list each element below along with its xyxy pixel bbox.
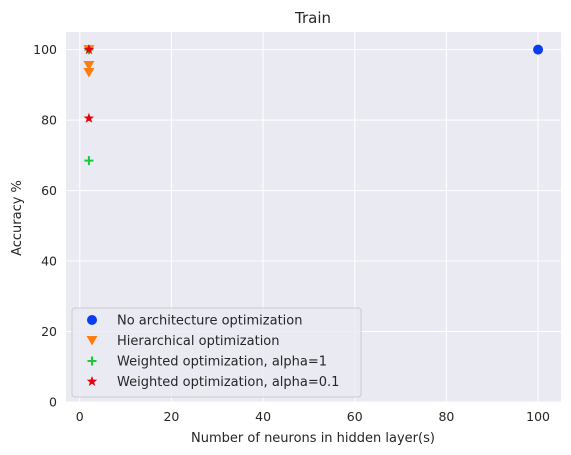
chart-title: Train: [294, 9, 331, 27]
legend-marker: [86, 376, 98, 386]
x-axis-label: Number of neurons in hidden layer(s): [191, 431, 435, 446]
legend-marker: [87, 356, 97, 366]
y-tick-label: 60: [41, 183, 57, 198]
legend-entry-label: Weighted optimization, alpha=1: [117, 355, 327, 370]
x-tick-label: 40: [255, 409, 271, 424]
legend-entry-label: Weighted optimization, alpha=0.1: [117, 375, 339, 390]
x-tick-label: 80: [438, 409, 454, 424]
x-tick-label: 100: [526, 409, 550, 424]
legend-box: [71, 307, 362, 398]
x-tick-label: 60: [347, 409, 363, 424]
legend-entry-label: No architecture optimization: [117, 314, 303, 329]
data-point: [84, 156, 94, 166]
y-tick-label: 80: [41, 113, 57, 128]
legend-marker: [87, 315, 97, 325]
tick-labels: 0 20 40 60 80 100 0 20 40 60 80 100: [33, 42, 550, 424]
data-point: [83, 68, 95, 78]
y-tick-label: 100: [33, 42, 57, 57]
legend: No architecture optimization Hierarchical…: [71, 307, 362, 398]
data-point: [83, 60, 95, 71]
data-point: [83, 112, 95, 123]
y-tick-label: 0: [49, 395, 57, 410]
data-point: [83, 44, 95, 55]
y-axis-label: Accuracy %: [10, 180, 25, 256]
legend-entry-label: Hierarchical optimization: [117, 334, 280, 349]
data-point: [533, 44, 544, 55]
x-tick-label: 0: [76, 409, 84, 424]
x-tick-label: 20: [163, 409, 179, 424]
y-tick-label: 40: [41, 254, 57, 269]
legend-marker: [86, 336, 98, 346]
y-tick-label: 20: [41, 324, 57, 339]
data-points: [83, 44, 544, 166]
